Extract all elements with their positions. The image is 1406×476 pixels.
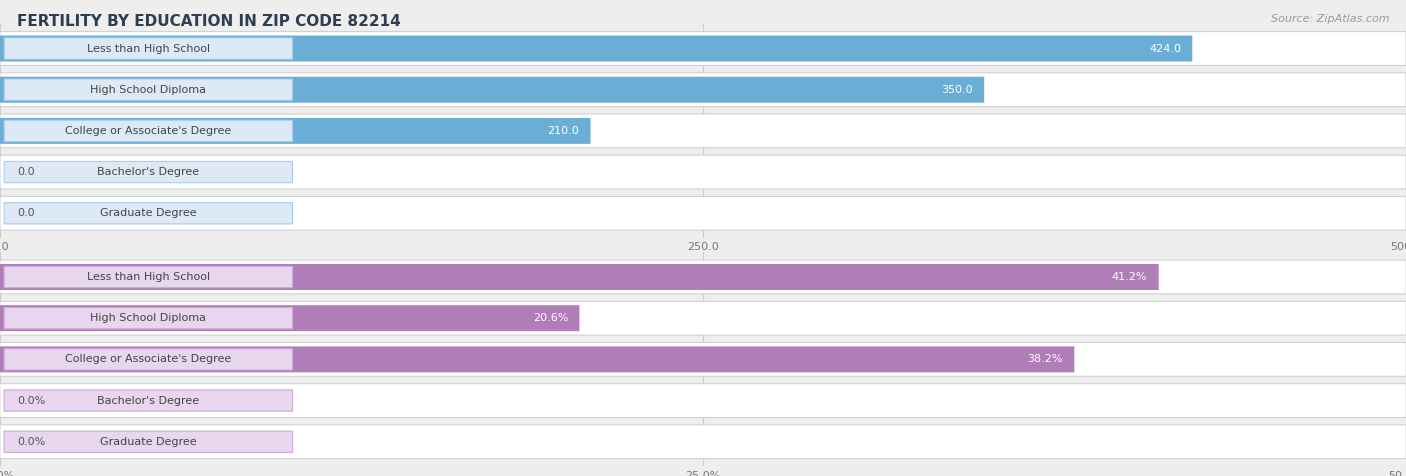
FancyBboxPatch shape bbox=[4, 390, 292, 411]
Text: 0.0%: 0.0% bbox=[17, 437, 45, 447]
Text: 210.0: 210.0 bbox=[547, 126, 579, 136]
Text: 424.0: 424.0 bbox=[1149, 43, 1181, 53]
Text: Less than High School: Less than High School bbox=[87, 272, 209, 282]
FancyBboxPatch shape bbox=[4, 431, 292, 452]
Text: Bachelor's Degree: Bachelor's Degree bbox=[97, 396, 200, 406]
FancyBboxPatch shape bbox=[4, 203, 292, 224]
Text: High School Diploma: High School Diploma bbox=[90, 85, 207, 95]
Text: 20.6%: 20.6% bbox=[533, 313, 568, 323]
Text: 0.0: 0.0 bbox=[17, 208, 35, 218]
FancyBboxPatch shape bbox=[4, 161, 292, 183]
FancyBboxPatch shape bbox=[0, 260, 1406, 294]
FancyBboxPatch shape bbox=[0, 305, 579, 331]
Text: Bachelor's Degree: Bachelor's Degree bbox=[97, 167, 200, 177]
Text: 38.2%: 38.2% bbox=[1028, 354, 1063, 365]
FancyBboxPatch shape bbox=[0, 36, 1192, 61]
FancyBboxPatch shape bbox=[0, 343, 1406, 376]
Text: FERTILITY BY EDUCATION IN ZIP CODE 82214: FERTILITY BY EDUCATION IN ZIP CODE 82214 bbox=[17, 14, 401, 30]
FancyBboxPatch shape bbox=[0, 425, 1406, 459]
FancyBboxPatch shape bbox=[0, 114, 1406, 148]
FancyBboxPatch shape bbox=[4, 349, 292, 370]
FancyBboxPatch shape bbox=[0, 197, 1406, 230]
FancyBboxPatch shape bbox=[0, 264, 1159, 290]
Text: College or Associate's Degree: College or Associate's Degree bbox=[65, 126, 232, 136]
Text: Graduate Degree: Graduate Degree bbox=[100, 437, 197, 447]
Text: Graduate Degree: Graduate Degree bbox=[100, 208, 197, 218]
FancyBboxPatch shape bbox=[0, 301, 1406, 335]
Text: 0.0%: 0.0% bbox=[17, 396, 45, 406]
Text: 41.2%: 41.2% bbox=[1112, 272, 1147, 282]
Text: Source: ZipAtlas.com: Source: ZipAtlas.com bbox=[1271, 14, 1389, 24]
FancyBboxPatch shape bbox=[0, 73, 1406, 107]
FancyBboxPatch shape bbox=[0, 347, 1074, 372]
FancyBboxPatch shape bbox=[0, 155, 1406, 189]
FancyBboxPatch shape bbox=[4, 38, 292, 59]
Text: 350.0: 350.0 bbox=[942, 85, 973, 95]
FancyBboxPatch shape bbox=[0, 118, 591, 144]
FancyBboxPatch shape bbox=[4, 120, 292, 141]
Text: Less than High School: Less than High School bbox=[87, 43, 209, 53]
Text: 0.0: 0.0 bbox=[17, 167, 35, 177]
Text: High School Diploma: High School Diploma bbox=[90, 313, 207, 323]
Text: College or Associate's Degree: College or Associate's Degree bbox=[65, 354, 232, 365]
FancyBboxPatch shape bbox=[4, 79, 292, 100]
FancyBboxPatch shape bbox=[0, 384, 1406, 417]
FancyBboxPatch shape bbox=[4, 267, 292, 288]
FancyBboxPatch shape bbox=[0, 77, 984, 103]
FancyBboxPatch shape bbox=[4, 307, 292, 329]
FancyBboxPatch shape bbox=[0, 31, 1406, 65]
